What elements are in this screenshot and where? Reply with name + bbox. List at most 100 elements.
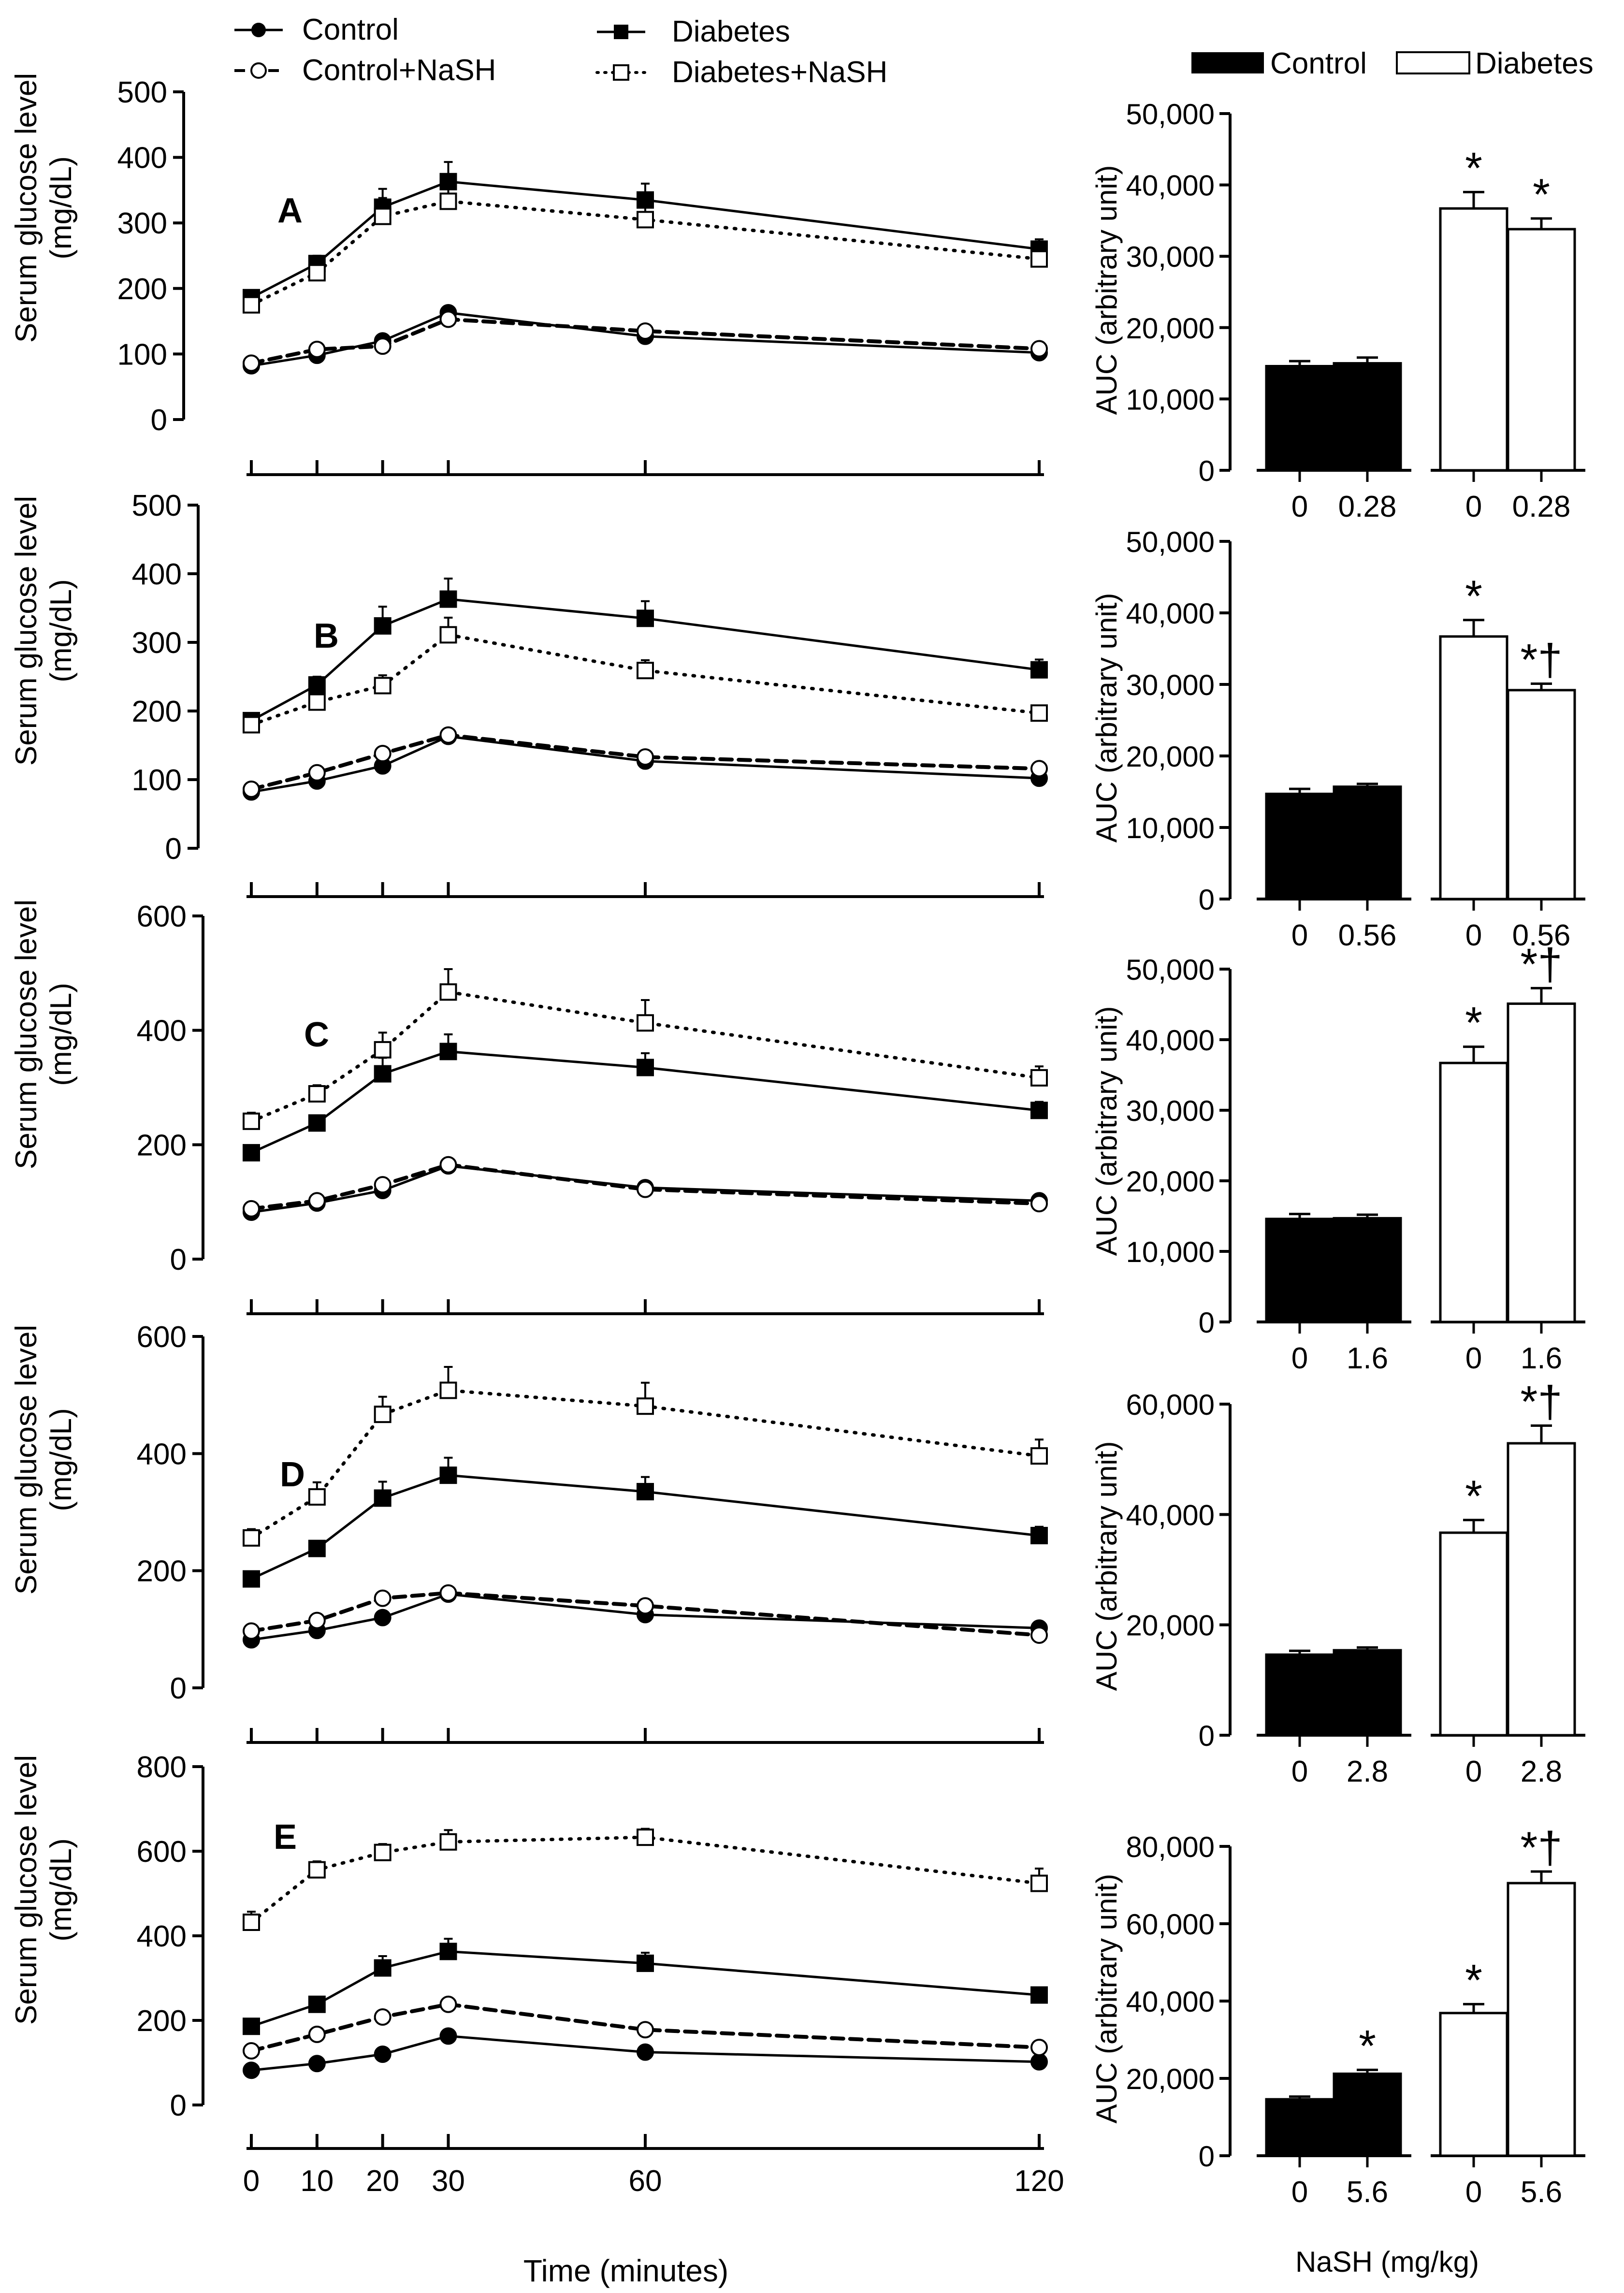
series-diabetes	[243, 1456, 1048, 1588]
data-point	[637, 1180, 654, 1198]
legend-control-label: Control	[302, 13, 399, 46]
data-point	[439, 1584, 457, 1602]
data-point	[243, 1622, 260, 1640]
y-tick-label: 400	[137, 1437, 187, 1471]
y-tick-label: 0	[1199, 1306, 1215, 1339]
y-tick-label: 80,000	[1126, 1831, 1215, 1863]
bar	[1265, 1653, 1334, 1737]
y-tick-label: 40,000	[1126, 1986, 1215, 2018]
panel-letter: D	[280, 1455, 305, 1494]
data-point	[637, 1014, 654, 1032]
data-point	[637, 1397, 654, 1415]
data-point	[1030, 2053, 1048, 2071]
data-point	[1030, 1102, 1048, 1119]
y-tick-label: 30,000	[1126, 1095, 1215, 1127]
data-point	[374, 1176, 392, 1194]
data-point	[308, 1085, 326, 1103]
data-point	[308, 264, 326, 282]
bar	[1265, 792, 1334, 900]
data-point	[308, 1192, 326, 1210]
data-point	[637, 1829, 654, 1846]
y-tick-label: 600	[137, 900, 187, 933]
y-axis-title-line-2: (mg/dL)	[44, 1408, 78, 1511]
data-point	[1030, 661, 1048, 679]
y-tick-label: 100	[132, 764, 182, 797]
series-line	[249, 1162, 1041, 1211]
y-tick-label: 200	[137, 1129, 187, 1162]
data-point	[1030, 1526, 1048, 1544]
data-point	[439, 983, 457, 1001]
data-point	[439, 310, 457, 328]
data-point	[637, 1059, 654, 1076]
y-tick-label: 30,000	[1126, 241, 1215, 273]
series-control-nash	[243, 1584, 1048, 1644]
legend-diabetes-bar-label: Diabetes	[1475, 47, 1594, 80]
y-axis-title-line-1: Serum glucose level	[10, 1325, 43, 1595]
data-point	[308, 1114, 326, 1132]
y-axis-title: AUC (arbitrary unit)	[1090, 165, 1123, 415]
data-point	[637, 191, 654, 209]
series-line	[250, 1593, 1041, 1641]
data-point	[637, 211, 654, 229]
line-chart-b: 0 100 200 300 400 500 Serum glucose level(mg/d…	[10, 489, 1048, 898]
series-line	[249, 317, 1041, 365]
data-point	[637, 610, 654, 627]
legend-diabetes-swatch	[1396, 51, 1470, 74]
data-point	[308, 2025, 326, 2043]
bar	[1333, 362, 1402, 472]
data-point	[374, 1041, 392, 1059]
data-point	[637, 662, 654, 680]
data-point	[374, 1609, 392, 1626]
x-tick-label: 120	[1014, 2164, 1064, 2198]
data-point	[308, 2055, 326, 2073]
bar-legend: Control Diabetes	[1191, 47, 1594, 80]
x-tick-label: 10	[300, 2164, 334, 2198]
data-point	[243, 2061, 260, 2079]
data-point	[1030, 250, 1048, 268]
x-tick-label: 0	[1465, 919, 1482, 952]
series-line	[250, 1050, 1041, 1154]
series-line	[249, 2002, 1041, 2053]
y-tick-label: 600	[137, 1321, 187, 1354]
x-tick-label: 20	[366, 2164, 399, 2198]
panel-letter: C	[304, 1016, 329, 1054]
data-point	[243, 1529, 260, 1547]
series-control-nash	[243, 310, 1048, 372]
y-axis-title-line-1: Serum glucose level	[10, 496, 43, 766]
y-axis-title: Serum glucose level(mg/dL)	[10, 900, 78, 1169]
y-tick-label: 40,000	[1126, 1024, 1215, 1057]
y-tick-label: 400	[132, 558, 182, 591]
y-tick-label: 400	[137, 1015, 187, 1048]
y-axis-title-line-1: Serum glucose level	[10, 1755, 43, 2025]
data-point	[243, 2017, 260, 2035]
y-tick-label: 0	[1199, 884, 1215, 916]
bar	[1439, 207, 1508, 472]
y-tick-label: 10,000	[1126, 1236, 1215, 1268]
series-diabetes-nash	[243, 968, 1048, 1130]
y-axis-title: AUC (arbitrary unit)	[1090, 1874, 1123, 2124]
significance-mark: *	[1465, 572, 1482, 621]
bar-chart-b: 0 10,000 20,000 30,000 40,000 50,000 0 0.56 0 * 0.…	[1090, 526, 1585, 952]
series-line	[250, 311, 1041, 367]
x-tick-label: 0	[1291, 1342, 1308, 1375]
legend-diabetes-nash-marker	[613, 64, 629, 81]
data-point	[374, 617, 392, 635]
data-point	[243, 1144, 260, 1161]
series-diabetes-nash	[243, 187, 1048, 314]
legend-control-nash: Control+NaSH	[234, 54, 496, 87]
y-tick-label: 600	[137, 1835, 187, 1869]
significance-mark: *†	[1521, 636, 1563, 685]
data-point	[439, 590, 457, 608]
data-point	[243, 1914, 260, 1931]
legend-diabetes-marker	[614, 25, 628, 39]
bar	[1333, 785, 1402, 900]
y-tick-label: 50,000	[1126, 98, 1215, 131]
y-tick-label: 800	[137, 1751, 187, 1784]
data-point	[308, 1861, 326, 1879]
bar-chart-d: 0 20,000 40,000 60,000 0 2.8 0 * 2.8 *† AUC (arbit…	[1090, 1378, 1585, 1788]
y-axis-title-line-2: (mg/dL)	[44, 1838, 78, 1942]
bar	[1507, 1002, 1576, 1323]
significance-mark: *†	[1521, 1823, 1563, 1872]
bar	[1507, 1442, 1576, 1737]
